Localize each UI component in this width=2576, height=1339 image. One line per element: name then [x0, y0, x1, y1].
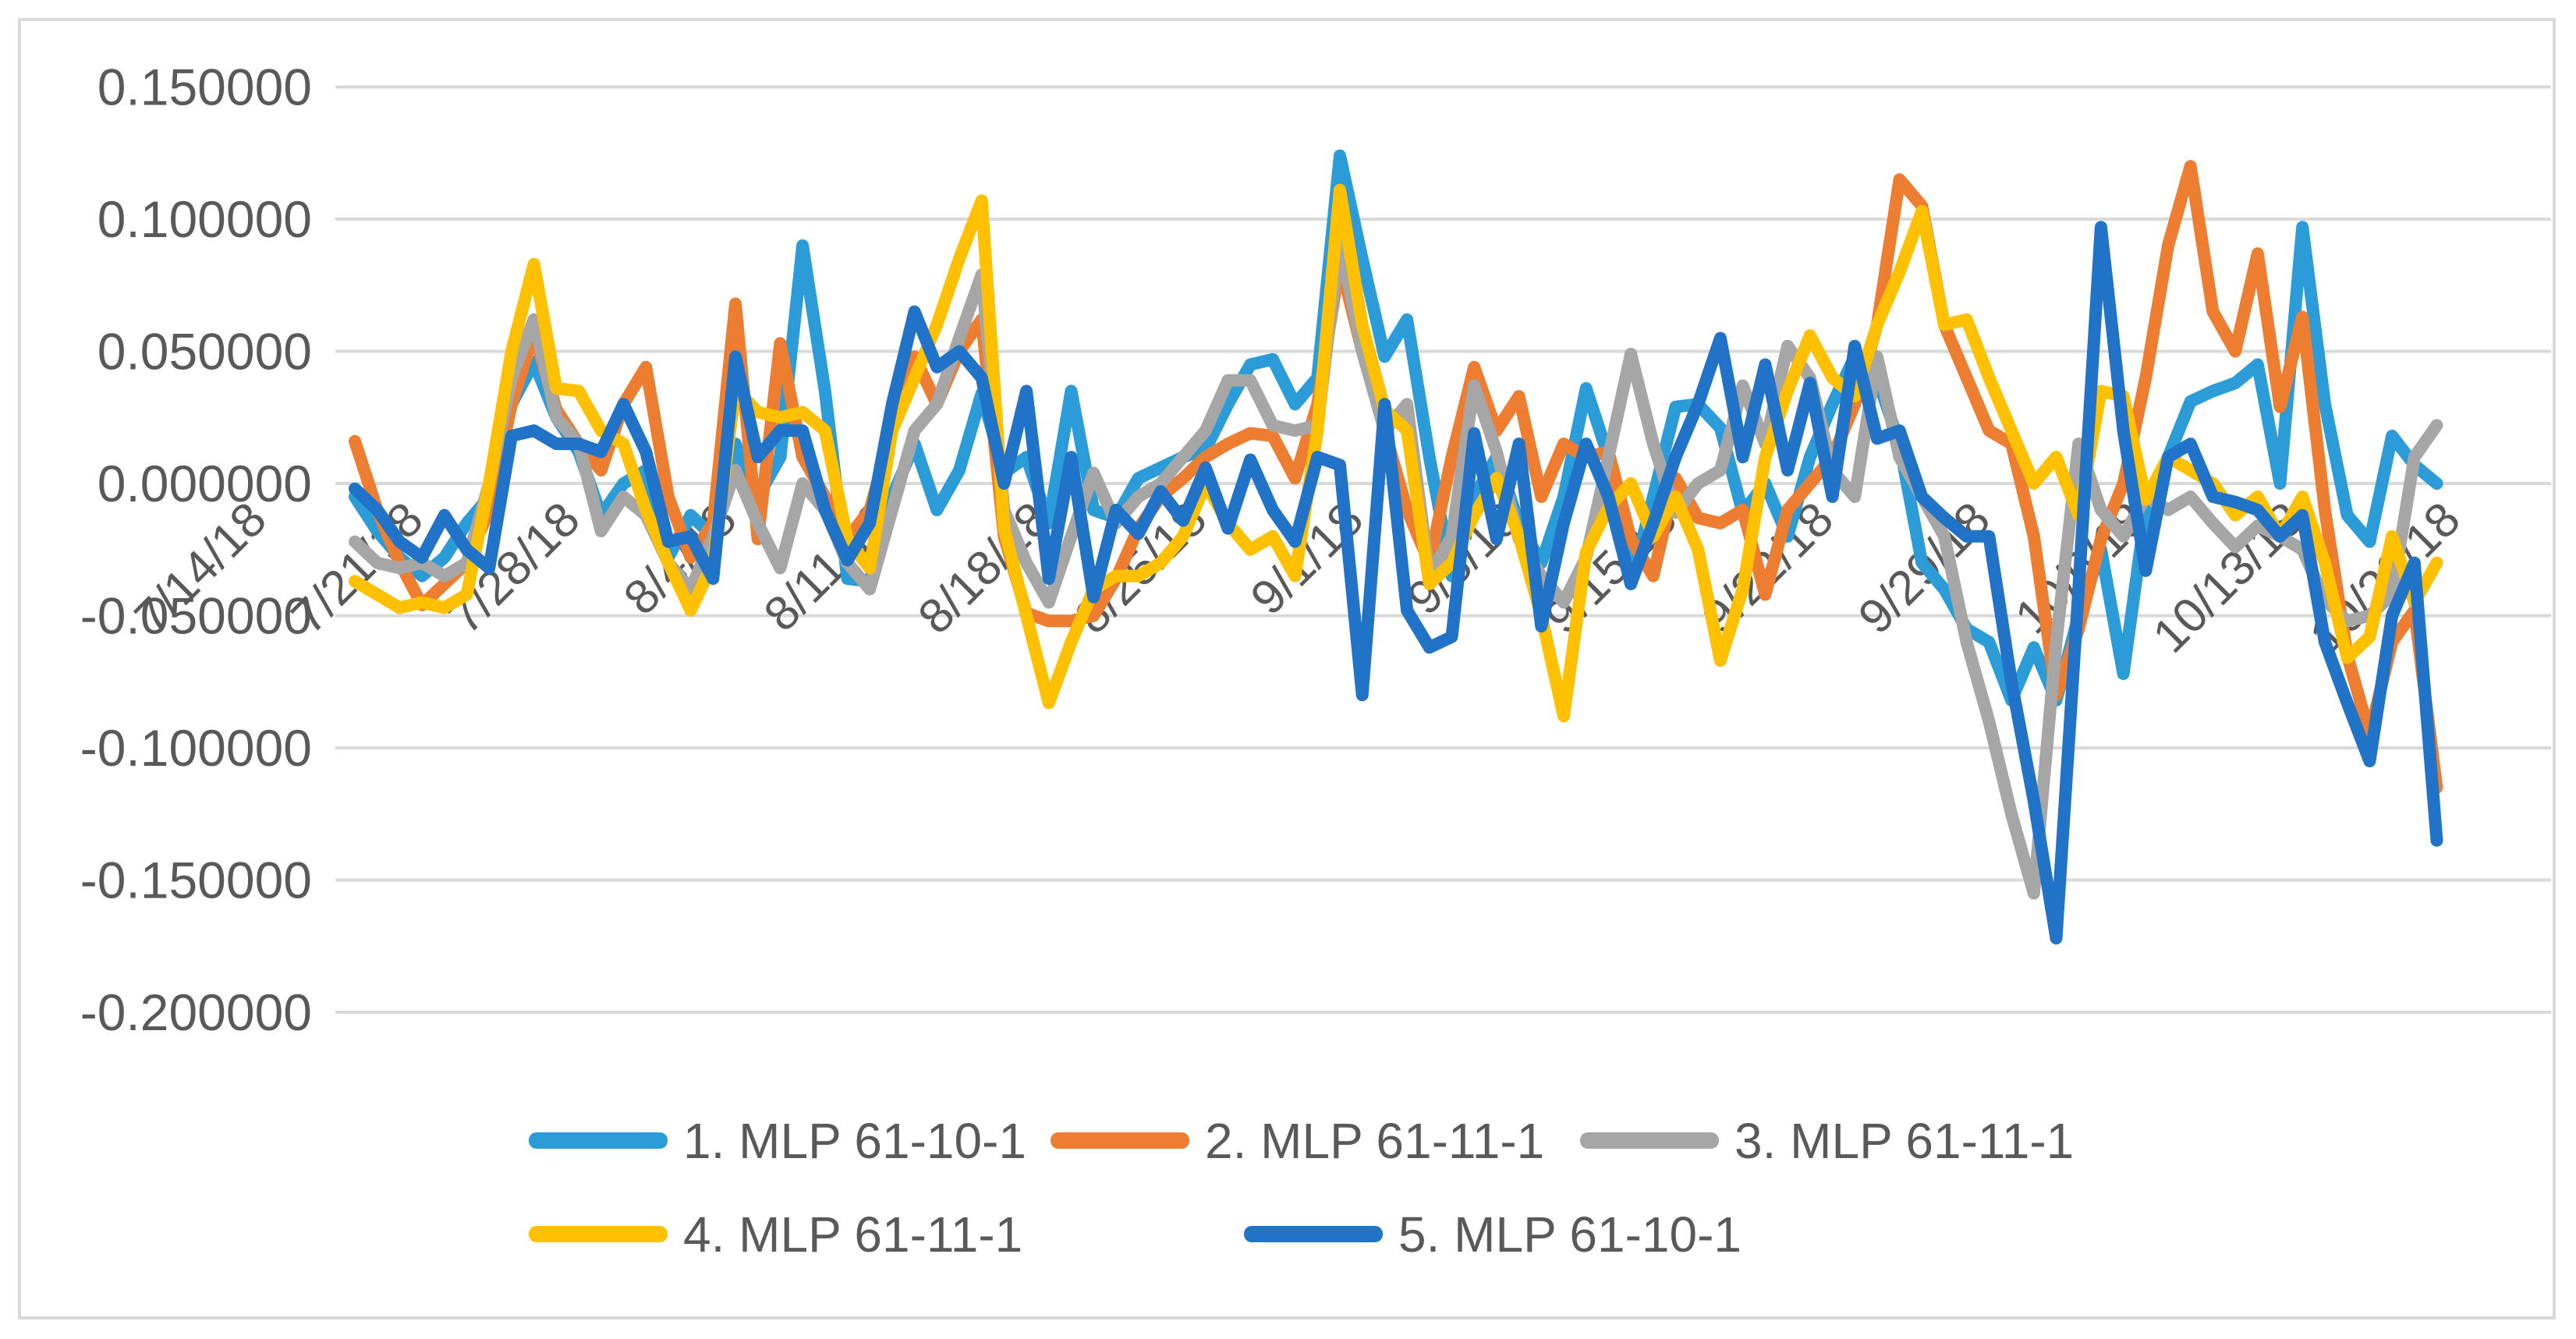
- y-axis-label: -0.150000: [80, 852, 312, 909]
- y-axis-labels-group: 0.150000 0.100000 0.050000 0.000000 -0.05000…: [80, 58, 312, 1042]
- legend: 1. MLP 61-10-1 2. MLP 61-11-1 3. MLP 61-…: [529, 1113, 2074, 1263]
- legend-label-series-3[interactable]: 3. MLP 61-11-1: [1734, 1113, 2074, 1169]
- legend-label-series-4[interactable]: 4. MLP 61-11-1: [683, 1206, 1022, 1263]
- legend-label-series-1[interactable]: 1. MLP 61-10-1: [683, 1113, 1026, 1169]
- y-axis-label: 0.050000: [97, 323, 312, 381]
- legend-swatch-series-3[interactable]: [1580, 1132, 1719, 1149]
- legend-label-series-5[interactable]: 5. MLP 61-10-1: [1398, 1206, 1742, 1263]
- series-lines-group: [349, 149, 2443, 945]
- y-axis-label: 0.000000: [97, 455, 312, 512]
- y-axis-label: -0.100000: [80, 719, 312, 777]
- legend-swatch-series-5[interactable]: [1244, 1226, 1383, 1242]
- y-axis-label: 0.100000: [97, 190, 312, 248]
- y-axis-label: -0.050000: [80, 587, 312, 645]
- series-line-5: [349, 221, 2443, 945]
- legend-swatch-series-2[interactable]: [1051, 1132, 1189, 1149]
- legend-label-series-2[interactable]: 2. MLP 61-11-1: [1205, 1113, 1544, 1169]
- y-axis-label: -0.200000: [80, 983, 312, 1041]
- y-axis-label: 0.150000: [97, 58, 312, 116]
- legend-swatch-series-4[interactable]: [529, 1226, 668, 1242]
- chart-border: [18, 18, 2556, 1320]
- legend-swatch-series-1[interactable]: [529, 1132, 668, 1149]
